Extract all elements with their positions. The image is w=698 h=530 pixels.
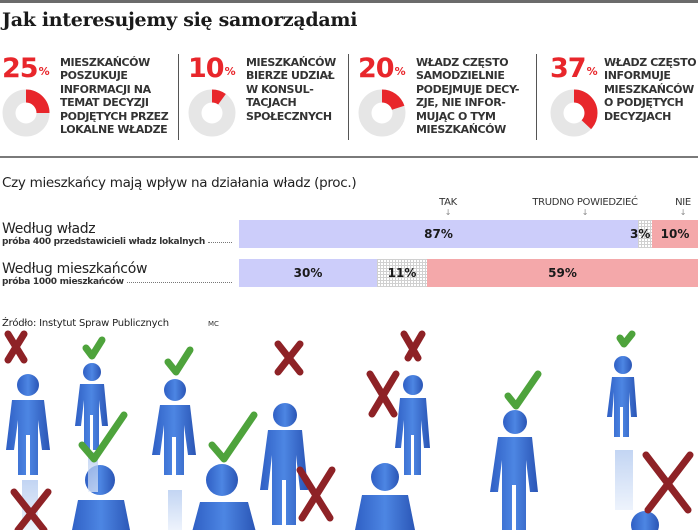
stat-percent: 10%: [188, 53, 236, 84]
bar-segment-nie: 10%: [652, 220, 698, 248]
illustration-photo: [0, 330, 698, 530]
divider: [348, 54, 349, 140]
stacked-bar-wladze: 87% 10%: [239, 220, 698, 248]
stat-card-2: 10% MIESZKAŃCÓW BIERZE UDZIAŁ W KONSUL- …: [188, 55, 353, 147]
stat-percent: 25%: [2, 53, 50, 84]
bar-segment-trudno: 11%: [377, 259, 427, 287]
stat-description: WŁADZ CZĘSTO INFORMUJE MIESZKAŃCÓW O POD…: [604, 56, 697, 123]
bar-segment-nie: 59%: [427, 259, 698, 287]
legend-tak: TAK ↓: [439, 197, 457, 217]
bar-label-trudno: 3%: [630, 227, 651, 241]
source-note: Źródło: Instytut Spraw Publicznych: [2, 318, 169, 329]
stat-description: WŁADZ CZĘSTO SAMODZIELNIE PODEJMUJE DECY…: [416, 56, 520, 137]
chart-title: Czy mieszkańcy mają wpływ na działania w…: [2, 175, 357, 191]
check-mark-icon: [78, 330, 636, 463]
stat-card-3: 20% WŁADZ CZĘSTO SAMODZIELNIE PODEJMUJE …: [358, 55, 533, 147]
x-mark-icon: [4, 330, 694, 530]
stat-card-1: 25% MIESZKAŃCÓW POSZUKUJE INFORMACJI NA …: [2, 55, 177, 147]
top-rule: [0, 0, 698, 3]
donut-chart-icon: [188, 89, 236, 137]
legend-nie: NIE ↓: [675, 197, 691, 217]
people-figures-illustration: [4, 330, 694, 530]
stat-description: MIESZKAŃCÓW POSZUKUJE INFORMACJI NA TEMA…: [60, 56, 169, 137]
stat-description: MIESZKAŃCÓW BIERZE UDZIAŁ W KONSUL- TACJ…: [246, 56, 336, 123]
stacked-bar-mieszkancy: 30% 11% 59%: [239, 259, 698, 287]
stat-percent: 20%: [358, 53, 406, 84]
row-label-wladze: Według władz próba 400 przedstawicieli w…: [2, 221, 232, 248]
row-label-mieszkancy: Według mieszkańców próba 1000 mieszkańcó…: [2, 261, 232, 288]
section-divider: [0, 156, 698, 158]
donut-chart-icon: [550, 89, 598, 137]
donut-chart-icon: [2, 89, 50, 137]
author-credit: MC: [208, 320, 219, 328]
bar-segment-tak: 30%: [239, 259, 377, 287]
bar-segment-tak: 87%: [239, 220, 638, 248]
divider: [536, 54, 537, 140]
page-title: Jak interesujemy się samorządami: [2, 9, 358, 31]
legend-trudno: TRUDNO POWIEDZIEĆ ↓: [532, 197, 638, 217]
stat-card-4: 37% WŁADZ CZĘSTO INFORMUJE MIESZKAŃCÓW O…: [550, 55, 698, 147]
bar-segment-trudno: [638, 220, 652, 248]
divider: [178, 54, 179, 140]
person-figure: [6, 356, 659, 530]
stat-percent: 37%: [550, 53, 598, 84]
donut-chart-icon: [358, 89, 406, 137]
